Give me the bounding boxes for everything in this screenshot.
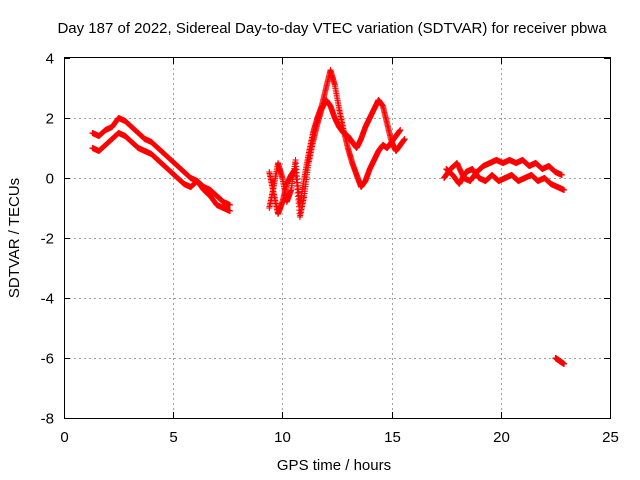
- series-track-a: [89, 115, 233, 208]
- x-tick-label: 0: [60, 429, 68, 446]
- data-point: [226, 208, 233, 214]
- data-point: [226, 202, 233, 208]
- series-track-b: [89, 130, 233, 214]
- series-track-g: [552, 355, 568, 367]
- series-track-f: [443, 166, 568, 193]
- y-tick-label: 0: [46, 171, 54, 188]
- data-point: [558, 172, 565, 178]
- x-tick-label: 20: [493, 429, 510, 446]
- x-tick-label: 25: [602, 429, 619, 446]
- data-point: [561, 361, 568, 367]
- series-track-d: [266, 67, 404, 211]
- series-track-e: [441, 157, 565, 184]
- y-tick-label: 2: [46, 111, 54, 128]
- chart-title: Day 187 of 2022, Sidereal Day-to-day VTE…: [57, 20, 607, 37]
- data-points: [89, 67, 568, 367]
- x-tick-label: 15: [384, 429, 401, 446]
- data-point: [397, 127, 404, 133]
- x-tick-label: 5: [169, 429, 177, 446]
- data-point: [401, 136, 408, 142]
- x-tick-label: 10: [274, 429, 291, 446]
- y-axis-label: SDTVAR / TECUs: [6, 178, 23, 298]
- x-axis-label: GPS time / hours: [277, 457, 391, 474]
- data-point: [561, 187, 568, 193]
- y-tick-label: 4: [46, 51, 54, 68]
- y-tick-label: -4: [41, 291, 54, 308]
- y-tick-label: -8: [41, 411, 54, 428]
- y-tick-label: -6: [41, 351, 54, 368]
- axis-ticks: 0 5 10 15 20 25 -8 -6 -4 -2 0 2 4: [41, 51, 619, 447]
- y-tick-label: -2: [41, 231, 54, 248]
